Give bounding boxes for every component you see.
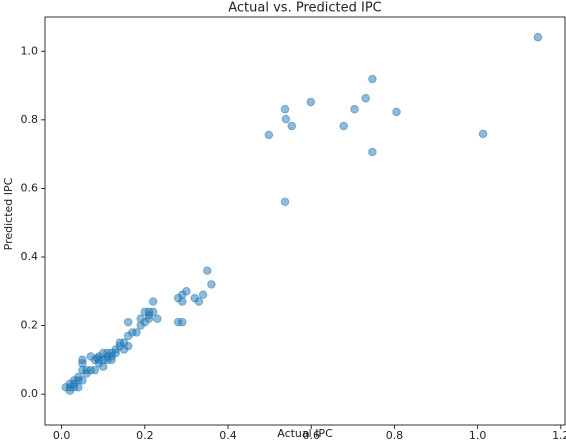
scatter-point [78,355,87,365]
scatter-point [280,197,290,206]
scatter-point [178,297,187,306]
y-tick-label: 0.8 [21,113,39,126]
scatter-point [78,376,87,385]
scatter-point [280,105,290,114]
scatter-point [123,331,133,341]
scatter-point [115,338,125,347]
y-axis-label: Predicted IPC [2,177,15,250]
scatter-point [287,121,296,131]
scatter-point [123,317,133,327]
plot-frame [44,16,566,426]
scatter-point [198,290,208,299]
scatter-point [132,328,141,337]
x-tick-label: 0.8 [386,429,404,440]
chart-title: Actual vs. Predicted IPC [228,1,382,16]
scatter-point [203,266,212,275]
scatter-point [90,365,100,375]
x-tick-label: 0.4 [219,429,237,440]
scatter-point [111,348,120,358]
scatter-point [65,386,75,395]
scatter-point [306,97,316,107]
y-tick-label: 0.6 [21,181,39,194]
scatter-point [392,107,401,117]
scatter-point [207,280,216,289]
scatter-point [82,365,91,375]
scatter-point [478,129,488,139]
x-tick-label: 1.2 [552,429,566,440]
scatter-point [350,105,359,114]
scatter-point [361,94,370,103]
scatter-point [136,314,145,323]
x-tick-label: 1.0 [469,429,487,440]
scatter-point [123,341,133,351]
scatter-point [264,130,274,140]
scatter-point [92,353,102,363]
scatter-point [103,348,112,358]
scatter-point [153,314,162,323]
x-tick-label: 0.2 [136,429,154,440]
scatter-point [148,297,158,306]
scatter-point [178,317,187,327]
y-tick-label: 0.0 [21,387,39,400]
scatter-point [144,314,154,323]
scatter-point [281,114,291,124]
scatter-point [368,147,377,157]
scatter-point [194,297,204,306]
y-tick-label: 0.2 [21,319,39,332]
x-tick-label: 0.0 [53,429,71,440]
scatter-point [148,307,158,317]
scatter-point [533,33,543,42]
x-axis-label: Actual IPC [277,427,333,440]
scatter-point [99,362,108,371]
y-tick-label: 1.0 [21,44,39,57]
scatter-point [339,121,348,131]
x-tick-label: 0.6 [302,429,320,440]
scatter-point [107,355,116,365]
y-tick-label: 0.4 [21,250,39,263]
scatter-point [368,74,377,84]
